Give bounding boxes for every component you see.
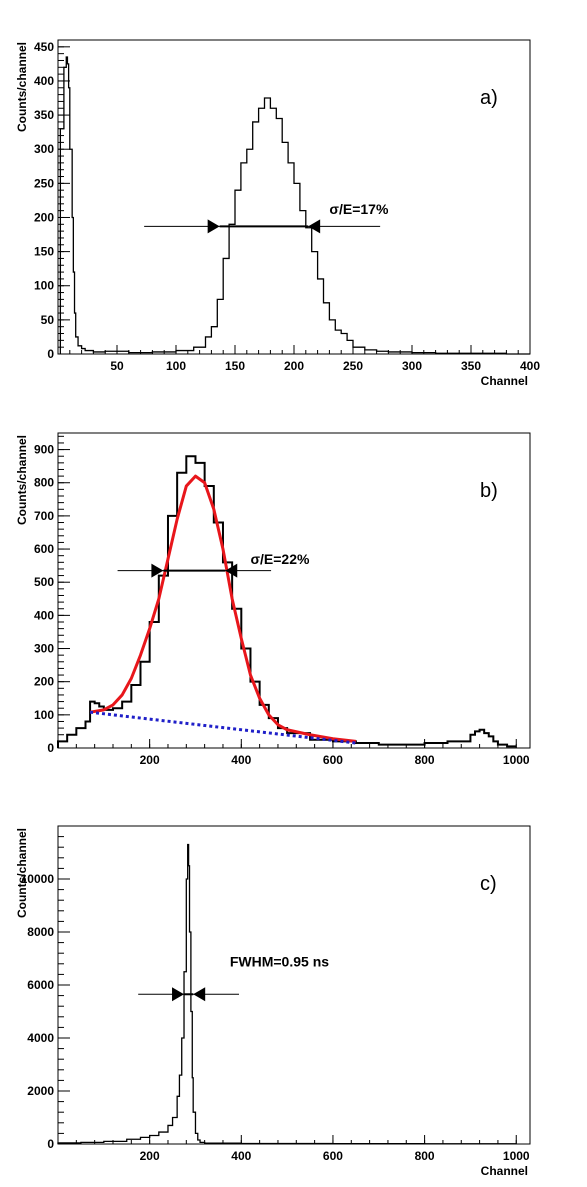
arrow-head-right	[225, 563, 238, 578]
y-tick-label: 0	[47, 1137, 54, 1151]
histogram-series	[57, 455, 517, 748]
plot-frame	[57, 432, 531, 749]
y-tick-label: 100	[34, 279, 54, 293]
y-tick-label: 0	[47, 347, 54, 361]
x-tick-label: 800	[415, 1149, 435, 1163]
chart-panel-3: 200 400 600 800 10000200040006000800010000Ch…	[15, 825, 531, 1178]
y-tick-label: 300	[34, 142, 54, 156]
x-tick-label: 200	[140, 1149, 160, 1163]
fit-curve	[89, 474, 357, 743]
y-tick-label: 600	[34, 542, 54, 556]
y-axis-label: Counts/channel	[15, 42, 29, 132]
x-tick-label: 300	[402, 359, 422, 373]
y-axis-label: Counts/channel	[15, 828, 29, 918]
y-tick-label: 700	[34, 509, 54, 523]
y-tick-label: 350	[34, 108, 54, 122]
histogram-series	[59, 56, 530, 355]
x-tick-label: 200	[284, 359, 304, 373]
y-tick-label: 250	[34, 176, 54, 190]
y-tick-label: 50	[41, 313, 55, 327]
annotation-text: σ/E=22%	[250, 551, 310, 567]
y-tick-label: 300	[34, 642, 54, 656]
x-tick-label: 800	[415, 753, 435, 767]
y-tick-label: 900	[34, 443, 54, 457]
panel-label: c)	[480, 873, 497, 895]
x-tick-label: 400	[520, 359, 540, 373]
y-tick-label: 800	[34, 476, 54, 490]
arrow-head-left	[207, 219, 220, 234]
annotation-text: FWHM=0.95 ns	[230, 953, 329, 969]
y-tick-label: 200	[34, 675, 54, 689]
x-tick-label: 350	[461, 359, 481, 373]
y-tick-label: 450	[34, 40, 54, 54]
x-tick-label: 250	[343, 359, 363, 373]
y-tick-label: 10000	[21, 872, 55, 886]
y-tick-label: 100	[34, 708, 54, 722]
background-line	[89, 710, 357, 745]
y-tick-label: 2000	[27, 1084, 54, 1098]
chart-panel-2: 200 400 600 800 1000 0 100 200 300 400 500 600 700 80…	[15, 432, 531, 767]
plot-frame	[57, 825, 531, 1145]
x-tick-label: 600	[323, 753, 343, 767]
y-tick-label: 8000	[27, 925, 54, 939]
arrow-head-left	[151, 563, 164, 578]
y-tick-label: 400	[34, 608, 54, 622]
annotation-text: σ/E=17%	[329, 201, 389, 217]
x-tick-label: 100	[166, 359, 186, 373]
y-tick-label: 500	[34, 575, 54, 589]
y-tick-label: 400	[34, 74, 54, 88]
x-tick-label: 150	[225, 359, 245, 373]
arrow-head-right	[308, 219, 321, 234]
x-tick-label: 1000	[503, 753, 530, 767]
x-tick-label: 400	[231, 753, 251, 767]
x-axis-label: Channel	[481, 374, 528, 388]
y-axis-label: Counts/channel	[15, 435, 29, 525]
arrow-head-right	[193, 987, 206, 1002]
x-tick-label: 50	[110, 359, 124, 373]
panel-label: b)	[480, 480, 498, 502]
plot-frame	[57, 39, 531, 355]
y-tick-label: 200	[34, 210, 54, 224]
histogram-series	[57, 843, 517, 1145]
y-tick-label: 150	[34, 245, 54, 259]
x-tick-label: 200	[140, 753, 160, 767]
panel-label: a)	[480, 87, 498, 109]
y-tick-label: 6000	[27, 978, 54, 992]
y-tick-label: 0	[47, 741, 54, 755]
arrow-head-left	[172, 987, 185, 1002]
x-axis-label: Channel	[481, 1164, 528, 1178]
x-tick-label: 1000	[503, 1149, 530, 1163]
x-tick-label: 600	[323, 1149, 343, 1163]
chart-panel-1: 50 100 150 200 250 300 350 400 0 50 100 150 200 250 30…	[15, 39, 540, 388]
x-tick-label: 400	[231, 1149, 251, 1163]
y-tick-label: 4000	[27, 1031, 54, 1045]
